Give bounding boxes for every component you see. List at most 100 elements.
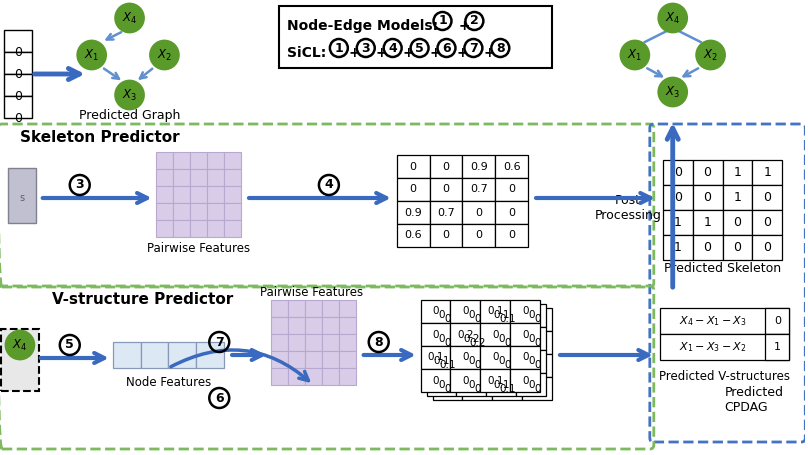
Bar	[430, 178, 462, 201]
Bar	[516, 350, 546, 373]
Bar	[462, 155, 495, 178]
Text: 0: 0	[438, 310, 444, 320]
Bar	[511, 346, 541, 369]
Bar	[339, 368, 356, 385]
FancyArrowPatch shape	[107, 32, 121, 40]
Text: 0: 0	[508, 184, 516, 194]
Bar	[8, 168, 36, 223]
Text: 0: 0	[534, 360, 541, 370]
Text: 0: 0	[468, 310, 474, 320]
Bar	[339, 334, 356, 351]
Bar	[397, 224, 430, 247]
Bar	[271, 368, 288, 385]
Text: Post
Processing: Post Processing	[595, 194, 661, 222]
Text: 0.1: 0.1	[493, 379, 510, 389]
Bar	[663, 210, 692, 235]
Bar	[271, 334, 288, 351]
Text: +: +	[376, 46, 388, 60]
Bar	[462, 377, 492, 400]
Text: Pairwise Features: Pairwise Features	[260, 285, 363, 298]
Bar	[208, 220, 225, 237]
Text: 2: 2	[470, 15, 479, 27]
Bar	[457, 327, 486, 350]
Text: 0: 0	[674, 191, 682, 204]
Text: +: +	[454, 19, 476, 33]
Text: 0: 0	[432, 307, 439, 317]
Text: 0: 0	[734, 241, 742, 254]
Bar	[492, 354, 522, 377]
Text: 0: 0	[704, 241, 712, 254]
Text: 0: 0	[522, 307, 528, 317]
Text: 0: 0	[410, 162, 417, 172]
Text: $X_{3}$: $X_{3}$	[122, 87, 137, 102]
Text: $X_{2}$: $X_{2}$	[157, 47, 172, 62]
Text: 5: 5	[65, 339, 74, 352]
Bar	[663, 185, 692, 210]
Bar	[722, 210, 752, 235]
Bar	[208, 152, 225, 169]
Bar	[208, 186, 225, 203]
Bar	[322, 351, 339, 368]
Bar	[288, 368, 305, 385]
FancyArrowPatch shape	[249, 193, 386, 203]
Circle shape	[659, 4, 687, 32]
Text: Node Features: Node Features	[126, 375, 211, 389]
Text: 0: 0	[438, 379, 444, 389]
Text: 0: 0	[522, 375, 528, 385]
Bar	[692, 210, 722, 235]
Bar	[430, 155, 462, 178]
Bar	[322, 317, 339, 334]
Text: Pairwise Features: Pairwise Features	[147, 243, 250, 256]
Bar	[481, 346, 511, 369]
Text: 1: 1	[734, 191, 742, 204]
Bar	[752, 185, 782, 210]
FancyArrowPatch shape	[364, 350, 411, 360]
Text: 0: 0	[475, 231, 482, 241]
Bar	[191, 169, 208, 186]
Bar	[288, 300, 305, 317]
Bar	[421, 369, 451, 392]
Text: 0: 0	[443, 231, 449, 241]
Text: $X_4 - X_1 - X_3$: $X_4 - X_1 - X_3$	[679, 314, 747, 328]
Text: Skeleton Predictor: Skeleton Predictor	[20, 131, 179, 146]
Bar	[397, 178, 430, 201]
FancyArrowPatch shape	[684, 68, 698, 76]
Circle shape	[659, 78, 687, 106]
Bar	[432, 331, 462, 354]
Bar	[322, 368, 339, 385]
Bar	[457, 373, 486, 396]
Bar	[305, 300, 322, 317]
Bar	[492, 308, 522, 331]
Bar	[157, 220, 174, 237]
Text: 6: 6	[442, 41, 451, 55]
Bar	[225, 203, 241, 220]
Text: 0: 0	[444, 384, 451, 394]
Bar	[196, 342, 225, 368]
FancyArrowPatch shape	[140, 69, 152, 79]
Bar	[492, 377, 522, 400]
Text: 7: 7	[469, 41, 478, 55]
Bar	[660, 308, 789, 334]
Text: 0: 0	[764, 216, 772, 229]
Bar	[174, 169, 191, 186]
Bar	[522, 331, 552, 354]
Bar	[4, 52, 32, 74]
Text: 0: 0	[14, 90, 22, 102]
Text: 0: 0	[444, 314, 451, 324]
Text: 4: 4	[325, 178, 333, 192]
Text: 0.2: 0.2	[469, 338, 486, 348]
Text: 8: 8	[374, 335, 383, 349]
Bar	[495, 224, 528, 247]
Bar	[191, 220, 208, 237]
Text: 0: 0	[522, 353, 528, 363]
Bar	[191, 186, 208, 203]
Text: $X_{4}$: $X_{4}$	[12, 338, 27, 353]
Bar	[322, 300, 339, 317]
Bar	[462, 201, 495, 224]
Text: 0: 0	[674, 166, 682, 179]
Text: 0.1: 0.1	[499, 314, 516, 324]
Text: s: s	[19, 193, 24, 203]
Text: 7: 7	[215, 335, 224, 349]
Bar	[339, 317, 356, 334]
FancyArrowPatch shape	[35, 68, 79, 80]
